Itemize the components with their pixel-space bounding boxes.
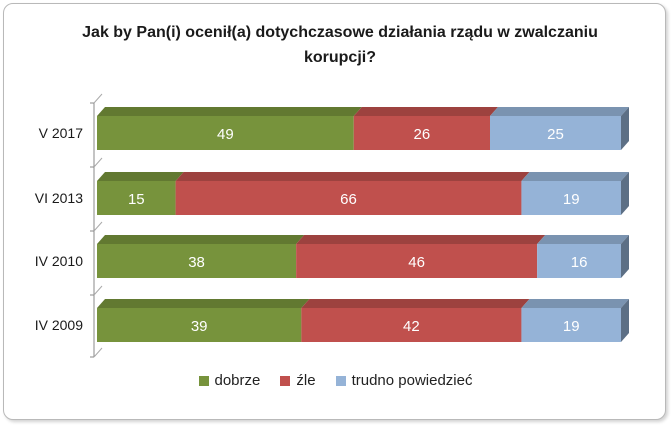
bar-side (621, 172, 629, 215)
bar-segment (521, 181, 621, 215)
bar-top-trudno-powiedzieć (521, 172, 629, 181)
depth-guide-line (93, 93, 103, 104)
legend-item: dobrze (198, 372, 261, 389)
bar-top-źle (175, 172, 530, 181)
category-label: IV 2009 (35, 317, 83, 333)
bar-top-trudno-powiedzieć (490, 107, 629, 116)
bar-top-dobrze (97, 107, 362, 116)
data-label: 15 (128, 191, 145, 208)
depth-guide-line (93, 221, 103, 232)
bar-segment (521, 308, 621, 342)
data-label: 25 (547, 126, 564, 143)
legend-item: źle (280, 372, 316, 389)
bar-segment (97, 308, 302, 342)
depth-guide-line (93, 157, 103, 168)
bar-segment (537, 244, 621, 278)
bar-segment (353, 116, 490, 150)
chart-legend: dobrze źle trudno powiedzieć (0, 372, 671, 390)
legend-label: trudno powiedzieć (351, 372, 473, 389)
category-label: IV 2010 (35, 253, 83, 269)
bar-segment (296, 244, 538, 278)
bar-segment (97, 116, 354, 150)
data-label: 26 (414, 126, 431, 143)
category-label: VI 2013 (35, 190, 83, 206)
data-label: 38 (188, 254, 205, 271)
bar-top-dobrze (97, 172, 184, 181)
bar-side (621, 107, 629, 150)
bar-side (621, 299, 629, 342)
category-label: V 2017 (39, 125, 84, 141)
data-label: 19 (563, 318, 580, 335)
bar-segment (97, 181, 176, 215)
data-label: 39 (191, 318, 208, 335)
bar-top-źle (296, 235, 546, 244)
data-label: 19 (563, 191, 580, 208)
legend-swatch (335, 375, 346, 386)
depth-guide-line (93, 347, 103, 358)
bar-segment (97, 244, 297, 278)
bar-top-źle (353, 107, 498, 116)
data-label: 46 (408, 254, 425, 271)
depth-guide-line (93, 285, 103, 296)
legend-label: dobrze (214, 372, 261, 389)
bar-segment (301, 308, 522, 342)
legend-label: źle (296, 372, 316, 389)
bar-side (621, 235, 629, 278)
bar-top-źle (301, 299, 530, 308)
data-label: 66 (340, 191, 357, 208)
bar-segment (175, 181, 522, 215)
legend-swatch (198, 375, 209, 386)
bar-top-trudno-powiedzieć (537, 235, 629, 244)
data-label: 16 (571, 254, 588, 271)
bar-top-dobrze (97, 299, 310, 308)
bar-top-dobrze (97, 235, 305, 244)
data-label: 42 (403, 318, 420, 335)
bar-top-trudno-powiedzieć (521, 299, 629, 308)
chart-title: Jak by Pan(i) ocenił(a) dotychczasowe dz… (82, 24, 598, 66)
data-label: 49 (217, 126, 234, 143)
bar-segment (490, 116, 621, 150)
legend-item: trudno powiedzieć (335, 372, 473, 389)
legend-swatch (280, 375, 291, 386)
